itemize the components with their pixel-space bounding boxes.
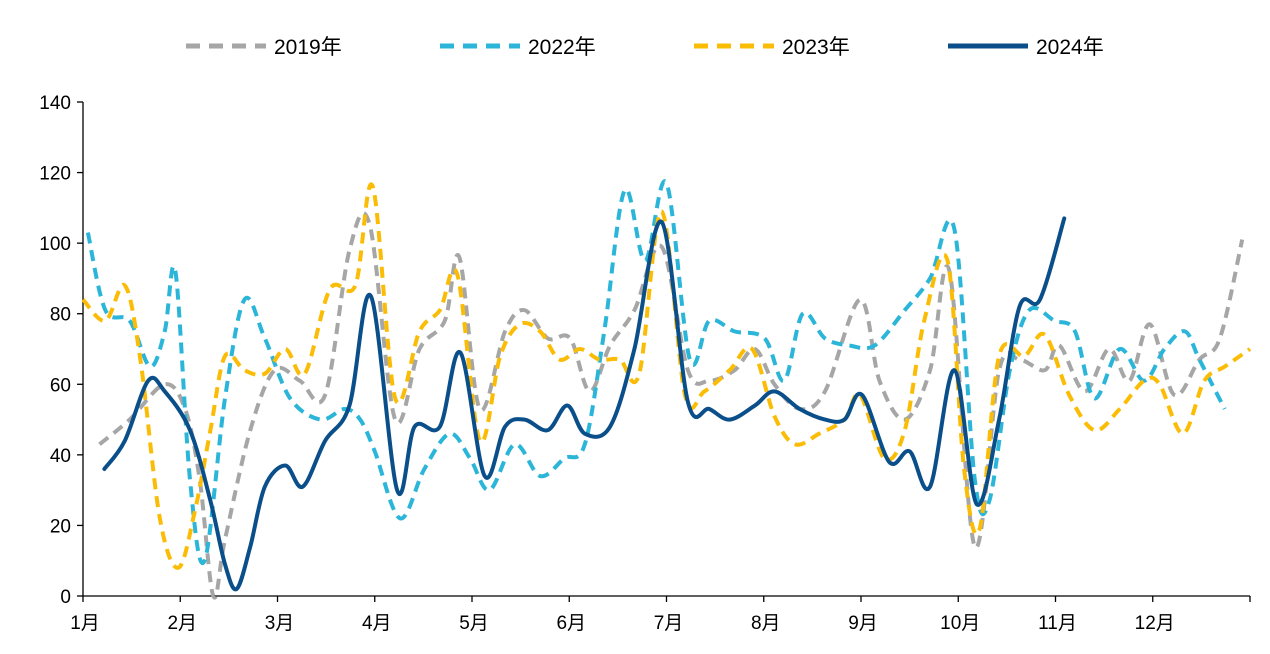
y-tick-label: 0 [60,587,71,608]
x-tick-label: 3月 [265,613,295,634]
series-line-2022 [85,179,1227,565]
legend-label: 2022年 [528,36,596,59]
x-tick-label: 9月 [848,613,878,634]
x-tick-label: 4月 [362,613,392,634]
x-tick-label: 8月 [751,613,781,634]
y-tick-label: 60 [50,375,71,396]
series-line-2024 [102,216,1067,592]
y-tick-label: 140 [39,93,71,114]
y-tick-label: 40 [50,446,71,467]
x-tick-label: 5月 [459,613,489,634]
legend: 2019年 2022年 2023年 2024年 [186,36,1104,59]
x-tick-label: 11月 [1038,613,1077,634]
x-tick-label: 12月 [1135,613,1175,634]
y-tick-label: 100 [39,234,71,255]
y-tick-label: 20 [50,516,71,537]
x-tick-label: 10月 [940,613,980,634]
x-tick-label: 1月 [70,613,100,634]
x-tick-label: 2月 [167,613,197,634]
series-line-2019 [98,211,1245,600]
y-tick-label: 120 [39,164,71,185]
x-tick-label: 7月 [654,613,684,634]
legend-label: 2019年 [274,36,342,59]
y-tick-label: 80 [50,305,71,326]
legend-label: 2024年 [1036,36,1104,59]
x-tick-label: 6月 [556,613,586,634]
legend-label: 2023年 [782,36,850,59]
axes: 0 20 40 60 80 100 120 140 1月 2月 3月 4月 5月 6月 7月 8月 9月 10月 1… [39,93,1251,634]
series-lines [81,179,1252,600]
